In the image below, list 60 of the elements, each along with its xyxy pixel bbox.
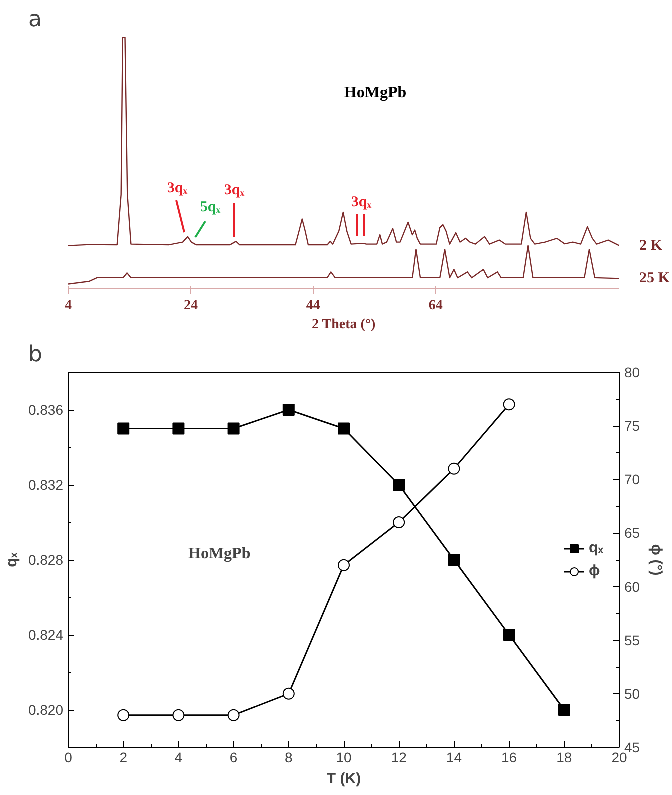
y2-axis-title: ϕ (°) [648, 544, 666, 576]
annotation: HoMgPb [188, 546, 251, 562]
series-label: 2 K [640, 238, 663, 254]
x-tick-label: 4 [65, 298, 72, 314]
legend-label: qₓ [589, 540, 605, 556]
legend-label: ϕ [589, 562, 602, 580]
point [503, 629, 516, 641]
x-axis-title: 2 Theta (°) [312, 318, 376, 332]
point [172, 422, 185, 435]
y2-tick-label: 55 [624, 632, 640, 648]
y2-tick-label: 65 [624, 525, 640, 542]
y-axis-title: qₓ [3, 552, 20, 568]
y-tick-label: 0.828 [28, 552, 64, 568]
point [558, 704, 570, 716]
x-tick-label: 6 [230, 750, 238, 766]
y2-tick-label: 50 [624, 686, 640, 702]
x-tick-label: 12 [391, 750, 408, 766]
x-tick-label: 4 [174, 750, 183, 766]
y-tick-label: 0.824 [28, 627, 64, 643]
x-tick-label: 20 [612, 750, 628, 766]
y2-tick-label: 70 [624, 472, 640, 488]
annotation: HoMgPb [344, 84, 407, 102]
point [338, 559, 350, 572]
x-tick-label: 24 [184, 298, 198, 314]
point [118, 422, 130, 435]
annotation: 5qₓ [200, 200, 222, 216]
point [228, 709, 240, 722]
point [393, 516, 406, 528]
x-tick-label: 10 [336, 750, 352, 766]
y2-tick-label: 75 [624, 418, 640, 434]
point [393, 479, 406, 491]
annotation: 3qₓ [351, 194, 372, 210]
x-tick-label: 16 [502, 750, 518, 766]
point [172, 709, 185, 722]
point [228, 422, 240, 435]
x-tick-label: 2 [120, 750, 128, 766]
x-tick-label: 44 [306, 298, 320, 314]
point [338, 422, 350, 435]
annotation: 3qₓ [224, 182, 246, 198]
point [448, 554, 460, 566]
annotation: 3qₓ [167, 180, 188, 196]
x-tick-label: 0 [64, 750, 73, 766]
x-tick-label: 64 [428, 298, 443, 314]
point [118, 709, 130, 722]
series-label: 25 K [640, 270, 670, 287]
x-tick-label: 18 [556, 750, 572, 766]
y2-tick-label: 60 [624, 578, 640, 595]
x-axis-title: T (K) [326, 770, 362, 788]
point [282, 688, 295, 700]
chart-title: a [28, 8, 42, 32]
x-tick-label: 14 [446, 750, 462, 766]
y-tick-label: 0.832 [28, 477, 64, 493]
y2-tick-label: 80 [624, 364, 640, 380]
y-tick-label: 0.820 [28, 702, 64, 718]
chart-title: b [28, 342, 42, 368]
point [503, 398, 516, 411]
point [448, 462, 460, 475]
x-tick-label: 8 [285, 750, 294, 766]
point [282, 404, 295, 416]
y-tick-label: 0.836 [28, 402, 64, 418]
